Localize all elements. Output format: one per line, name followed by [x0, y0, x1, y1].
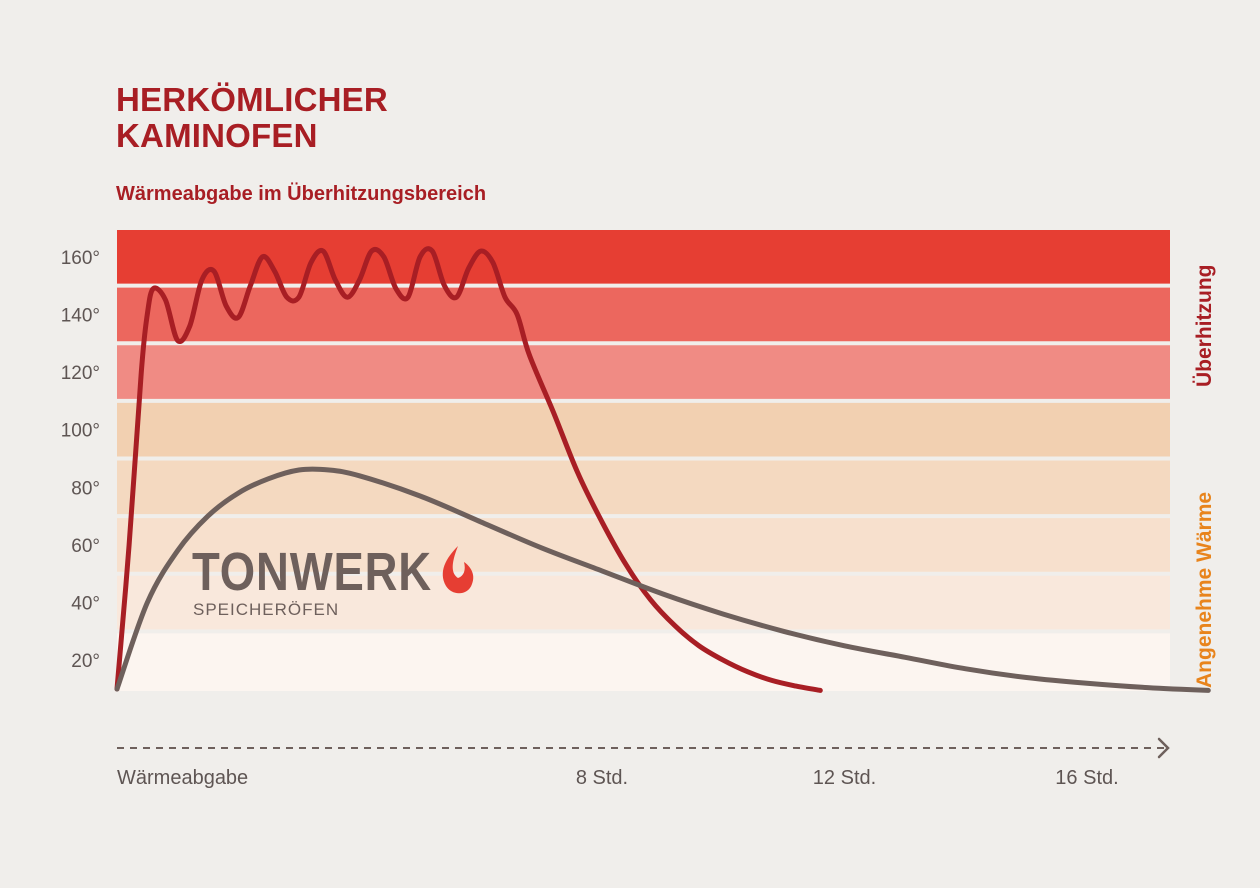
chart-subtitle: Wärmeabgabe im Überhitzungsbereich [116, 183, 487, 205]
series-line-tonwerk [114, 466, 1211, 693]
x-tick-label: 12 Std. [813, 767, 876, 789]
band-10-30 [117, 633, 1170, 691]
x-tick-label: 8 Std. [576, 767, 628, 789]
temperature-bands [117, 230, 1170, 691]
x-tick-label: Wärmeabgabe [117, 767, 248, 789]
y-tick-label: 80° [71, 478, 100, 499]
series-line-conventional [114, 246, 823, 693]
y-axis-ticks: 20° 40° 60° 80° 100° 120° 140° 160° [61, 248, 100, 672]
y-tick-label: 160° [61, 248, 100, 269]
y-tick-label: 60° [71, 536, 100, 557]
zone-labels: Überhitzung Angenehme Wärme [1193, 265, 1216, 688]
band-70-90 [117, 460, 1170, 515]
y-tick-label: 140° [61, 305, 100, 326]
y-tick-label: 100° [61, 421, 100, 442]
band-90-110 [117, 402, 1170, 457]
band-150-170 [117, 230, 1170, 284]
band-130-150 [117, 287, 1170, 342]
logo-wordmark: TONWERK [192, 542, 432, 602]
flame-icon [442, 546, 474, 594]
title-line-2: KAMINOFEN [116, 117, 318, 154]
x-axis: Wärmeabgabe 8 Std. 12 Std. 16 Std. [117, 737, 1170, 789]
band-50-70 [117, 518, 1170, 572]
title-line-1: HERKÖMLICHER [116, 81, 388, 118]
tonwerk-logo: TONWERK SPEICHERÖFEN [192, 542, 474, 619]
band-110-130 [117, 345, 1170, 399]
x-axis-arrow [1157, 737, 1170, 759]
x-tick-label: 16 Std. [1055, 767, 1118, 789]
y-tick-label: 120° [61, 363, 100, 384]
y-tick-label: 40° [71, 594, 100, 615]
logo-tagline: SPEICHERÖFEN [193, 600, 339, 619]
page-title: HERKÖMLICHER KAMINOFEN [116, 82, 388, 154]
zone-label-overheating: Überhitzung [1193, 265, 1216, 387]
series-lines [114, 246, 1211, 693]
zone-label-comfort: Angenehme Wärme [1193, 492, 1216, 688]
y-tick-label: 20° [71, 651, 100, 672]
